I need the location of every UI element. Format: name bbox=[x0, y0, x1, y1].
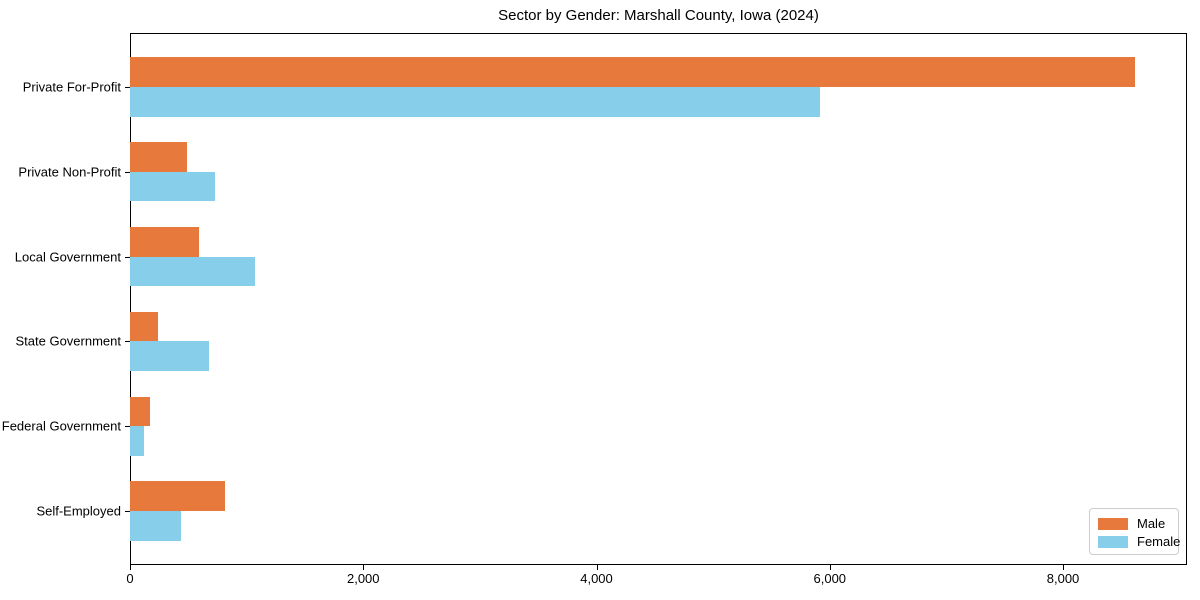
legend-label-female: Female bbox=[1137, 534, 1181, 549]
bar-female-private-non-profit bbox=[130, 171, 216, 202]
bar-male-local-government bbox=[130, 226, 199, 257]
legend: Male Female bbox=[1089, 508, 1180, 555]
legend-swatch-female bbox=[1098, 535, 1128, 548]
bar-female-self-employed bbox=[130, 511, 182, 541]
legend-entry-female: Female bbox=[1098, 534, 1180, 549]
legend-swatch-male bbox=[1098, 517, 1128, 530]
xtick-label-2000: 2,000 bbox=[346, 571, 380, 586]
ytick-label-local-government: Local Government bbox=[14, 249, 121, 265]
bar-female-private-for-profit bbox=[130, 86, 820, 117]
bar-male-private-for-profit bbox=[130, 57, 1136, 87]
ytick-label-private-non-profit: Private Non-Profit bbox=[18, 164, 121, 180]
bar-male-state-government bbox=[130, 311, 158, 342]
legend-label-male: Male bbox=[1137, 516, 1166, 531]
plot-area bbox=[130, 33, 1187, 565]
bar-male-federal-government bbox=[130, 396, 150, 427]
ytick-mark-state-government bbox=[125, 341, 130, 343]
xtick-mark-2000 bbox=[363, 565, 365, 570]
bar-female-state-government bbox=[130, 341, 210, 372]
xtick-label-0: 0 bbox=[126, 571, 134, 586]
xtick-label-8000: 8,000 bbox=[1046, 571, 1080, 586]
legend-entry-male: Male bbox=[1098, 516, 1170, 531]
ytick-label-federal-government: Federal Government bbox=[1, 418, 121, 434]
ytick-label-private-for-profit: Private For-Profit bbox=[22, 79, 121, 95]
ytick-label-state-government: State Government bbox=[15, 333, 122, 349]
bar-female-local-government bbox=[130, 256, 255, 287]
ytick-mark-private-for-profit bbox=[125, 86, 130, 88]
bar-female-federal-government bbox=[130, 426, 144, 456]
ytick-label-self-employed: Self-Employed bbox=[36, 503, 121, 519]
bar-male-self-employed bbox=[130, 481, 226, 512]
ytick-mark-self-employed bbox=[125, 511, 130, 513]
ytick-mark-federal-government bbox=[125, 426, 130, 428]
xtick-mark-6000 bbox=[829, 565, 831, 570]
xtick-mark-4000 bbox=[596, 565, 598, 570]
ytick-mark-local-government bbox=[125, 256, 130, 258]
xtick-mark-0 bbox=[130, 565, 131, 570]
xtick-label-6000: 6,000 bbox=[813, 571, 847, 586]
xtick-mark-8000 bbox=[1063, 565, 1065, 570]
ytick-mark-private-non-profit bbox=[125, 171, 130, 173]
bar-male-private-non-profit bbox=[130, 142, 188, 172]
xtick-label-4000: 4,000 bbox=[580, 571, 613, 586]
chart-title: Sector by Gender: Marshall County, Iowa … bbox=[498, 7, 819, 24]
